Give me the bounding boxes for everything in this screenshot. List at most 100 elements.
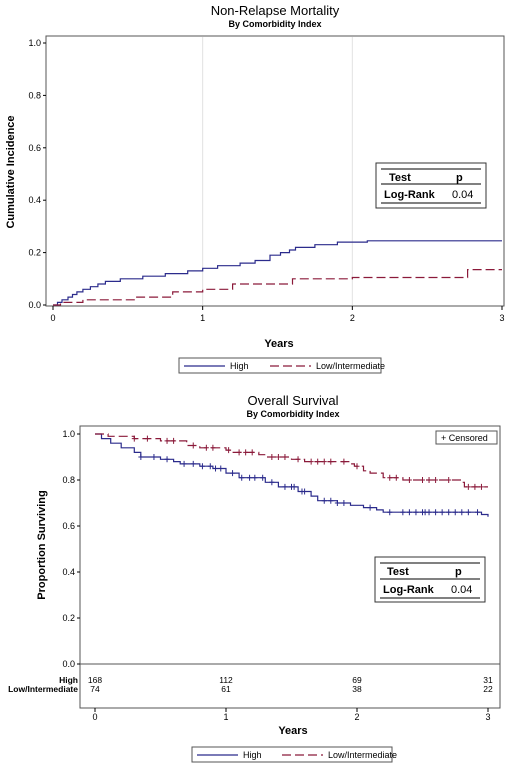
nrm-legend-label-low: Low/Intermediate [316, 361, 385, 371]
os-censor-mark-high [151, 454, 157, 460]
os-censor-mark-low [308, 458, 314, 465]
os-censor-mark-high [341, 500, 347, 506]
os-censor-mark-low [433, 477, 439, 483]
os-at-risk-row-label: High [59, 675, 78, 685]
os-censor-mark-high [328, 497, 334, 504]
nrm-grid [202, 37, 353, 305]
os-censor-mark-high [291, 483, 297, 490]
os-censor-mark-high [452, 509, 458, 516]
os-censor-mark-low [426, 477, 432, 483]
os-series-high-line [95, 433, 489, 517]
os-censor-mark-low [472, 483, 478, 490]
os-censor-mark-high [190, 460, 196, 467]
os-censor-mark-low [190, 442, 196, 449]
os-censor-mark-high [164, 456, 170, 463]
os-censor-mark-low [341, 458, 347, 465]
os-stats-p-value: 0.04 [451, 584, 472, 596]
os-censor-mark-low [144, 435, 150, 442]
os-censor-mark-low [131, 435, 137, 442]
nrm-y-label: Cumulative Incidence [5, 115, 17, 228]
os-x-tick-label: 3 [485, 712, 490, 722]
os-chart: Overall Survival By Comorbidity Index 0.… [8, 393, 501, 763]
os-y-tick-label: 1.0 [62, 429, 75, 439]
os-stats-header-p: p [455, 566, 462, 578]
os-at-risk-count: 61 [221, 684, 231, 694]
os-series-low-line [95, 433, 488, 488]
os-at-risk-table: High 168 112 69 31 Low/Intermediate 74 61 38 22 [8, 675, 493, 694]
nrm-legend: High Low/Intermediate [178, 357, 385, 374]
os-censor-mark-low [406, 477, 412, 483]
nrm-stats-header-p: p [456, 172, 463, 184]
os-censor-mark-high [282, 483, 288, 490]
nrm-x-axis: 0 1 2 3 [50, 306, 505, 323]
os-censor-mark-high [413, 509, 419, 516]
nrm-stats-table: Test p Log-Rank 0.04 [375, 162, 487, 209]
os-censor-mark-low [226, 447, 232, 454]
os-censor-mark-high [260, 474, 266, 481]
os-at-risk-row-label: Low/Intermediate [8, 684, 78, 694]
nrm-title: Non-Relapse Mortality [211, 3, 340, 18]
os-series [95, 433, 489, 517]
os-censor-mark-low [275, 454, 281, 460]
os-censor-mark-high [387, 509, 393, 516]
os-stats-test-name: Log-Rank [383, 584, 435, 596]
os-legend-label-high: High [243, 750, 262, 760]
os-legend-label-low: Low/Intermediate [328, 750, 397, 760]
nrm-stats-test-name: Log-Rank [384, 189, 436, 201]
os-censor-mark-high [213, 465, 219, 472]
nrm-series-low-line [53, 269, 502, 306]
os-y-axis: 0.0 0.2 0.4 0.6 0.8 1.0 [62, 429, 80, 669]
nrm-plot-frame [45, 35, 505, 307]
os-y-tick-label: 0.4 [62, 567, 75, 577]
os-legend: High Low/Intermediate [191, 746, 397, 763]
os-censor-mark-high [400, 509, 406, 516]
os-censor-mark-low [465, 483, 471, 490]
os-censor-mark-high [334, 500, 340, 506]
os-at-risk-count: 22 [483, 684, 493, 694]
os-x-tick-label: 0 [92, 712, 97, 722]
os-stats-table: Test p Log-Rank 0.04 [374, 556, 486, 603]
os-censor-mark-low [295, 456, 301, 463]
os-censor-mark-high [138, 454, 144, 460]
os-censor-mark-high [199, 463, 205, 470]
os-censor-mark-low [387, 474, 393, 481]
os-x-axis: 0 1 2 3 [92, 708, 491, 722]
os-censor-mark-low [328, 458, 334, 465]
nrm-x-tick-label: 2 [350, 313, 355, 323]
os-y-label: Proportion Surviving [36, 490, 48, 599]
os-censor-mark-high [252, 474, 258, 481]
os-censor-mark-high [302, 488, 308, 495]
os-censor-mark-high [207, 463, 213, 470]
nrm-y-tick-label: 0.0 [28, 300, 41, 310]
nrm-x-tick-label: 3 [499, 313, 504, 323]
os-censor-mark-high [465, 509, 471, 516]
os-legend-frame [191, 746, 393, 763]
os-censor-mark-low [243, 449, 249, 456]
nrm-y-tick-label: 1.0 [28, 38, 41, 48]
os-censor-mark-high [446, 509, 452, 516]
os-censor-mark-high [433, 509, 439, 516]
os-at-risk-count: 112 [219, 675, 233, 685]
os-censor-mark-low [446, 477, 452, 483]
os-x-label: Years [278, 725, 307, 737]
os-censor-mark-high [475, 509, 481, 516]
os-censor-mark-low [269, 454, 275, 460]
os-at-risk-count: 31 [483, 675, 493, 685]
os-censor-mark-low [478, 483, 484, 490]
os-censor-mark-low [315, 458, 321, 465]
os-x-tick-label: 2 [354, 712, 359, 722]
os-plot-frame [79, 425, 501, 709]
os-subtitle: By Comorbidity Index [246, 409, 339, 419]
os-censor-mark-high [406, 509, 412, 516]
os-censor-mark-high [426, 509, 432, 516]
os-stats-header-test: Test [387, 566, 409, 578]
nrm-x-tick-label: 1 [200, 313, 205, 323]
nrm-legend-label-high: High [230, 361, 249, 371]
os-censor-mark-low [282, 454, 288, 460]
nrm-x-label: Years [264, 338, 293, 350]
os-y-tick-label: 0.8 [62, 475, 75, 485]
os-at-risk-count: 74 [90, 684, 100, 694]
os-x-tick-label: 1 [223, 712, 228, 722]
nrm-legend-frame [178, 357, 382, 374]
os-censor-mark-high [181, 460, 187, 467]
